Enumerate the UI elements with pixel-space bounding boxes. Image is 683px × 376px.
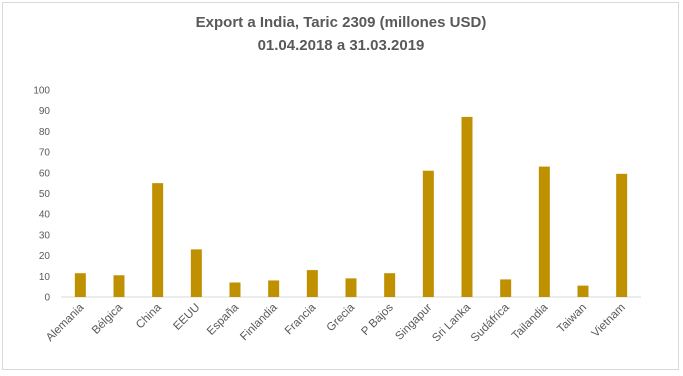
y-tick-label: 30 <box>39 230 51 241</box>
bar-sudáfrica <box>500 279 512 297</box>
axis-layer: 0 10 20 30 40 50 60 70 80 90 100 <box>33 86 641 304</box>
x-tick-label: Singapur <box>393 302 434 343</box>
x-tick-label: Vietnam <box>590 302 628 340</box>
y-tick-label: 80 <box>39 127 51 138</box>
bar-taiwan <box>577 285 589 297</box>
bar-españa <box>229 282 241 297</box>
bar-sri-lanka <box>461 116 473 297</box>
bar-p-bajos <box>384 273 396 297</box>
x-tick-label: P Bajos <box>359 301 396 338</box>
x-tick-label: EEUU <box>171 302 202 333</box>
x-tick-label: Sudáfrica <box>469 301 512 344</box>
x-tick-label: Taiwan <box>555 302 589 336</box>
bar-vietnam <box>616 173 628 297</box>
bar-grecia <box>345 278 357 297</box>
chart-frame: Export a India, Taric 2309 (millones USD… <box>2 2 679 370</box>
bar-layer <box>74 116 628 297</box>
x-tick-label: Tailandia <box>510 301 551 342</box>
x-tick-label: Alemania <box>44 301 87 344</box>
y-tick-label: 70 <box>39 148 51 159</box>
x-tick-label: Grecia <box>325 301 358 334</box>
bar-alemania <box>74 273 86 297</box>
x-tick-label: España <box>205 301 241 337</box>
bar-chart: Export a India, Taric 2309 (millones USD… <box>33 14 641 344</box>
x-tick-label: Bélgica <box>90 301 126 337</box>
y-tick-label: 90 <box>39 106 51 117</box>
y-tick-label: 100 <box>33 86 50 97</box>
y-tick-label: 10 <box>39 272 51 283</box>
y-tick-label: 0 <box>44 293 50 304</box>
bar-china <box>152 183 164 297</box>
y-tick-label: 20 <box>39 251 51 262</box>
y-tick-label: 60 <box>39 168 51 179</box>
chart-subtitle: 01.04.2018 a 31.03.2019 <box>258 37 425 54</box>
bar-singapur <box>422 170 434 297</box>
x-tick-label: Sri Lanka <box>430 301 473 344</box>
y-tick-label: 40 <box>39 210 51 221</box>
bar-bélgica <box>113 275 125 297</box>
bar-eeuu <box>190 249 202 297</box>
bar-tailandia <box>538 166 550 297</box>
y-tick-label: 50 <box>39 189 51 200</box>
bar-finlandia <box>268 280 280 297</box>
bar-francia <box>306 270 318 297</box>
x-tick-label: China <box>134 301 164 331</box>
x-tick-label: Finlandia <box>238 301 280 343</box>
x-tick-label: Francia <box>283 301 319 337</box>
chart-title: Export a India, Taric 2309 (millones USD… <box>196 14 487 31</box>
